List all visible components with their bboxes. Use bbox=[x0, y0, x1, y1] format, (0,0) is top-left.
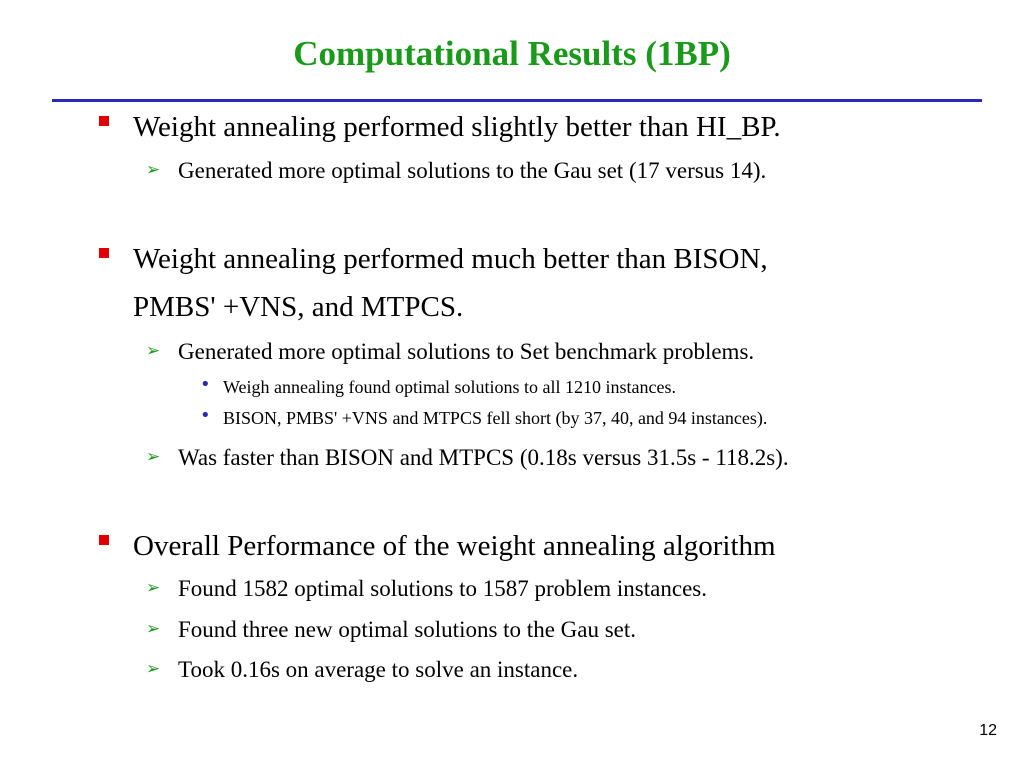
bullet-2-sub-1: Generated more optimal solutions to Set … bbox=[178, 339, 755, 364]
bullet-1-sub-1: Generated more optimal solutions to the … bbox=[178, 158, 767, 183]
bullet-3-text: Overall Performance of the weight anneal… bbox=[133, 530, 776, 562]
dot-bullet-icon: • bbox=[200, 405, 211, 426]
square-bullet-icon bbox=[99, 535, 109, 545]
square-bullet-icon bbox=[99, 116, 109, 126]
bullet-3-sub-2: Found three new optimal solutions to the… bbox=[178, 617, 637, 642]
bullet-2-subsub-1: Weigh annealing found optimal solutions … bbox=[223, 377, 676, 397]
arrow-bullet-icon: ➢ bbox=[146, 578, 161, 598]
bullet-2-line-1: Weight annealing performed much better t… bbox=[133, 243, 768, 275]
bullet-2-sub-2: Was faster than BISON and MTPCS (0.18s v… bbox=[178, 445, 789, 470]
slide-title: Computational Results (1BP) bbox=[293, 34, 731, 73]
bullet-3-sub-3: Took 0.16s on average to solve an instan… bbox=[178, 657, 579, 682]
arrow-bullet-icon: ➢ bbox=[146, 619, 161, 639]
arrow-bullet-icon: ➢ bbox=[146, 160, 161, 180]
arrow-bullet-icon: ➢ bbox=[146, 659, 161, 679]
arrow-bullet-icon: ➢ bbox=[146, 447, 161, 467]
bullet-1-text: Weight annealing performed slightly bett… bbox=[133, 111, 781, 143]
arrow-bullet-icon: ➢ bbox=[146, 341, 161, 361]
bullet-2-line-2: PMBS' +VNS, and MTPCS. bbox=[133, 291, 464, 323]
title-divider bbox=[52, 99, 982, 102]
square-bullet-icon bbox=[99, 248, 109, 258]
page-number: 12 bbox=[979, 722, 997, 739]
dot-bullet-icon: • bbox=[200, 374, 211, 395]
bullet-3-sub-1: Found 1582 optimal solutions to 1587 pro… bbox=[178, 576, 707, 601]
bullet-2-subsub-2: BISON, PMBS' +VNS and MTPCS fell short (… bbox=[223, 408, 768, 428]
